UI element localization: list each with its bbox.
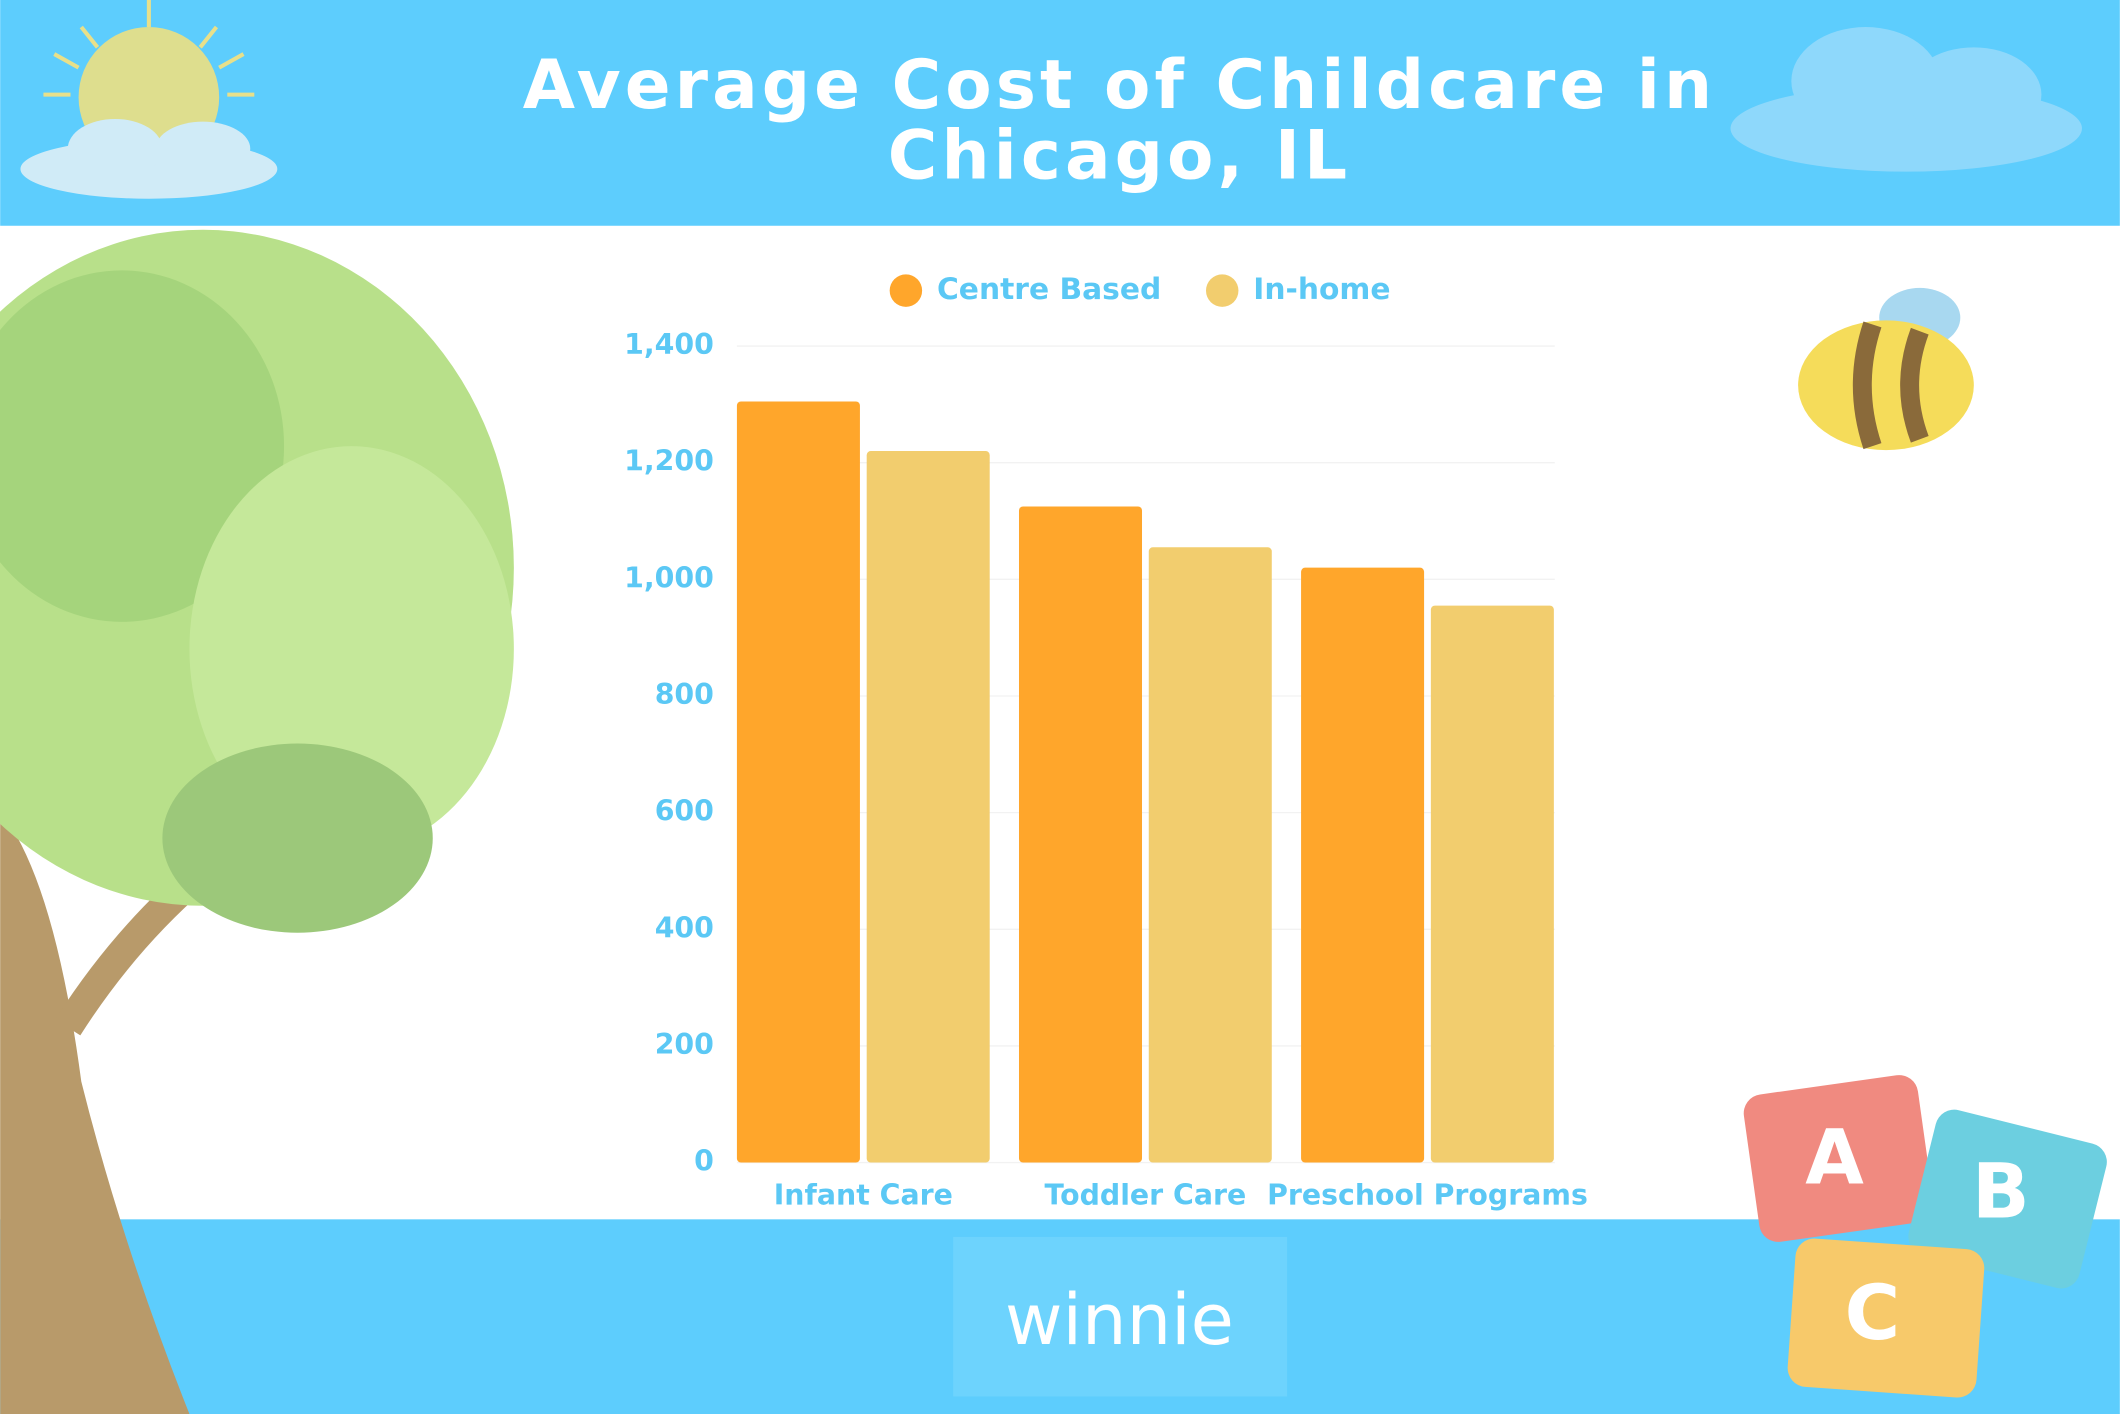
y-tick-label: 800 [655,678,714,711]
bar [1148,547,1272,1163]
block-letter: C [1845,1269,1901,1357]
logo: winnie [1005,1279,1234,1361]
cloud-right [1730,27,2082,172]
x-tick-label: Toddler Care [1045,1178,1247,1211]
y-tick-label: 600 [655,795,714,828]
x-tick-label: Infant Care [774,1178,953,1211]
cloud-left [20,118,278,199]
blocks: A B C [1743,1075,2107,1398]
y-tick-label: 1,200 [624,445,714,478]
legend-label: Centre Based [937,272,1161,307]
block-letter: A [1805,1114,1864,1202]
legend-label: In-home [1253,272,1390,307]
tree [0,229,514,1414]
legend-swatch [889,274,923,307]
bar [1018,506,1143,1163]
bar [736,401,860,1163]
block-letter: B [1972,1147,2030,1235]
logo-box [953,1236,1288,1397]
y-tick-label: 0 [694,1145,714,1178]
y-tick-label: 200 [655,1028,714,1061]
y-tick-label: 400 [655,911,714,944]
bar [1301,567,1425,1163]
y-tick-label: 1,000 [624,561,714,594]
y-tick-label: 1,400 [624,328,714,361]
bar [866,451,990,1163]
bee [1798,287,1974,451]
x-tick-label: Preschool Programs [1267,1178,1588,1211]
chart-title: Average Cost of Childcare in Chicago, IL [523,45,1716,194]
plot: 0 200 400 600 800 1,000 1,200 1,400 Centre Based… [624,272,1588,1211]
legend-swatch [1205,274,1239,307]
bar [1430,605,1554,1163]
